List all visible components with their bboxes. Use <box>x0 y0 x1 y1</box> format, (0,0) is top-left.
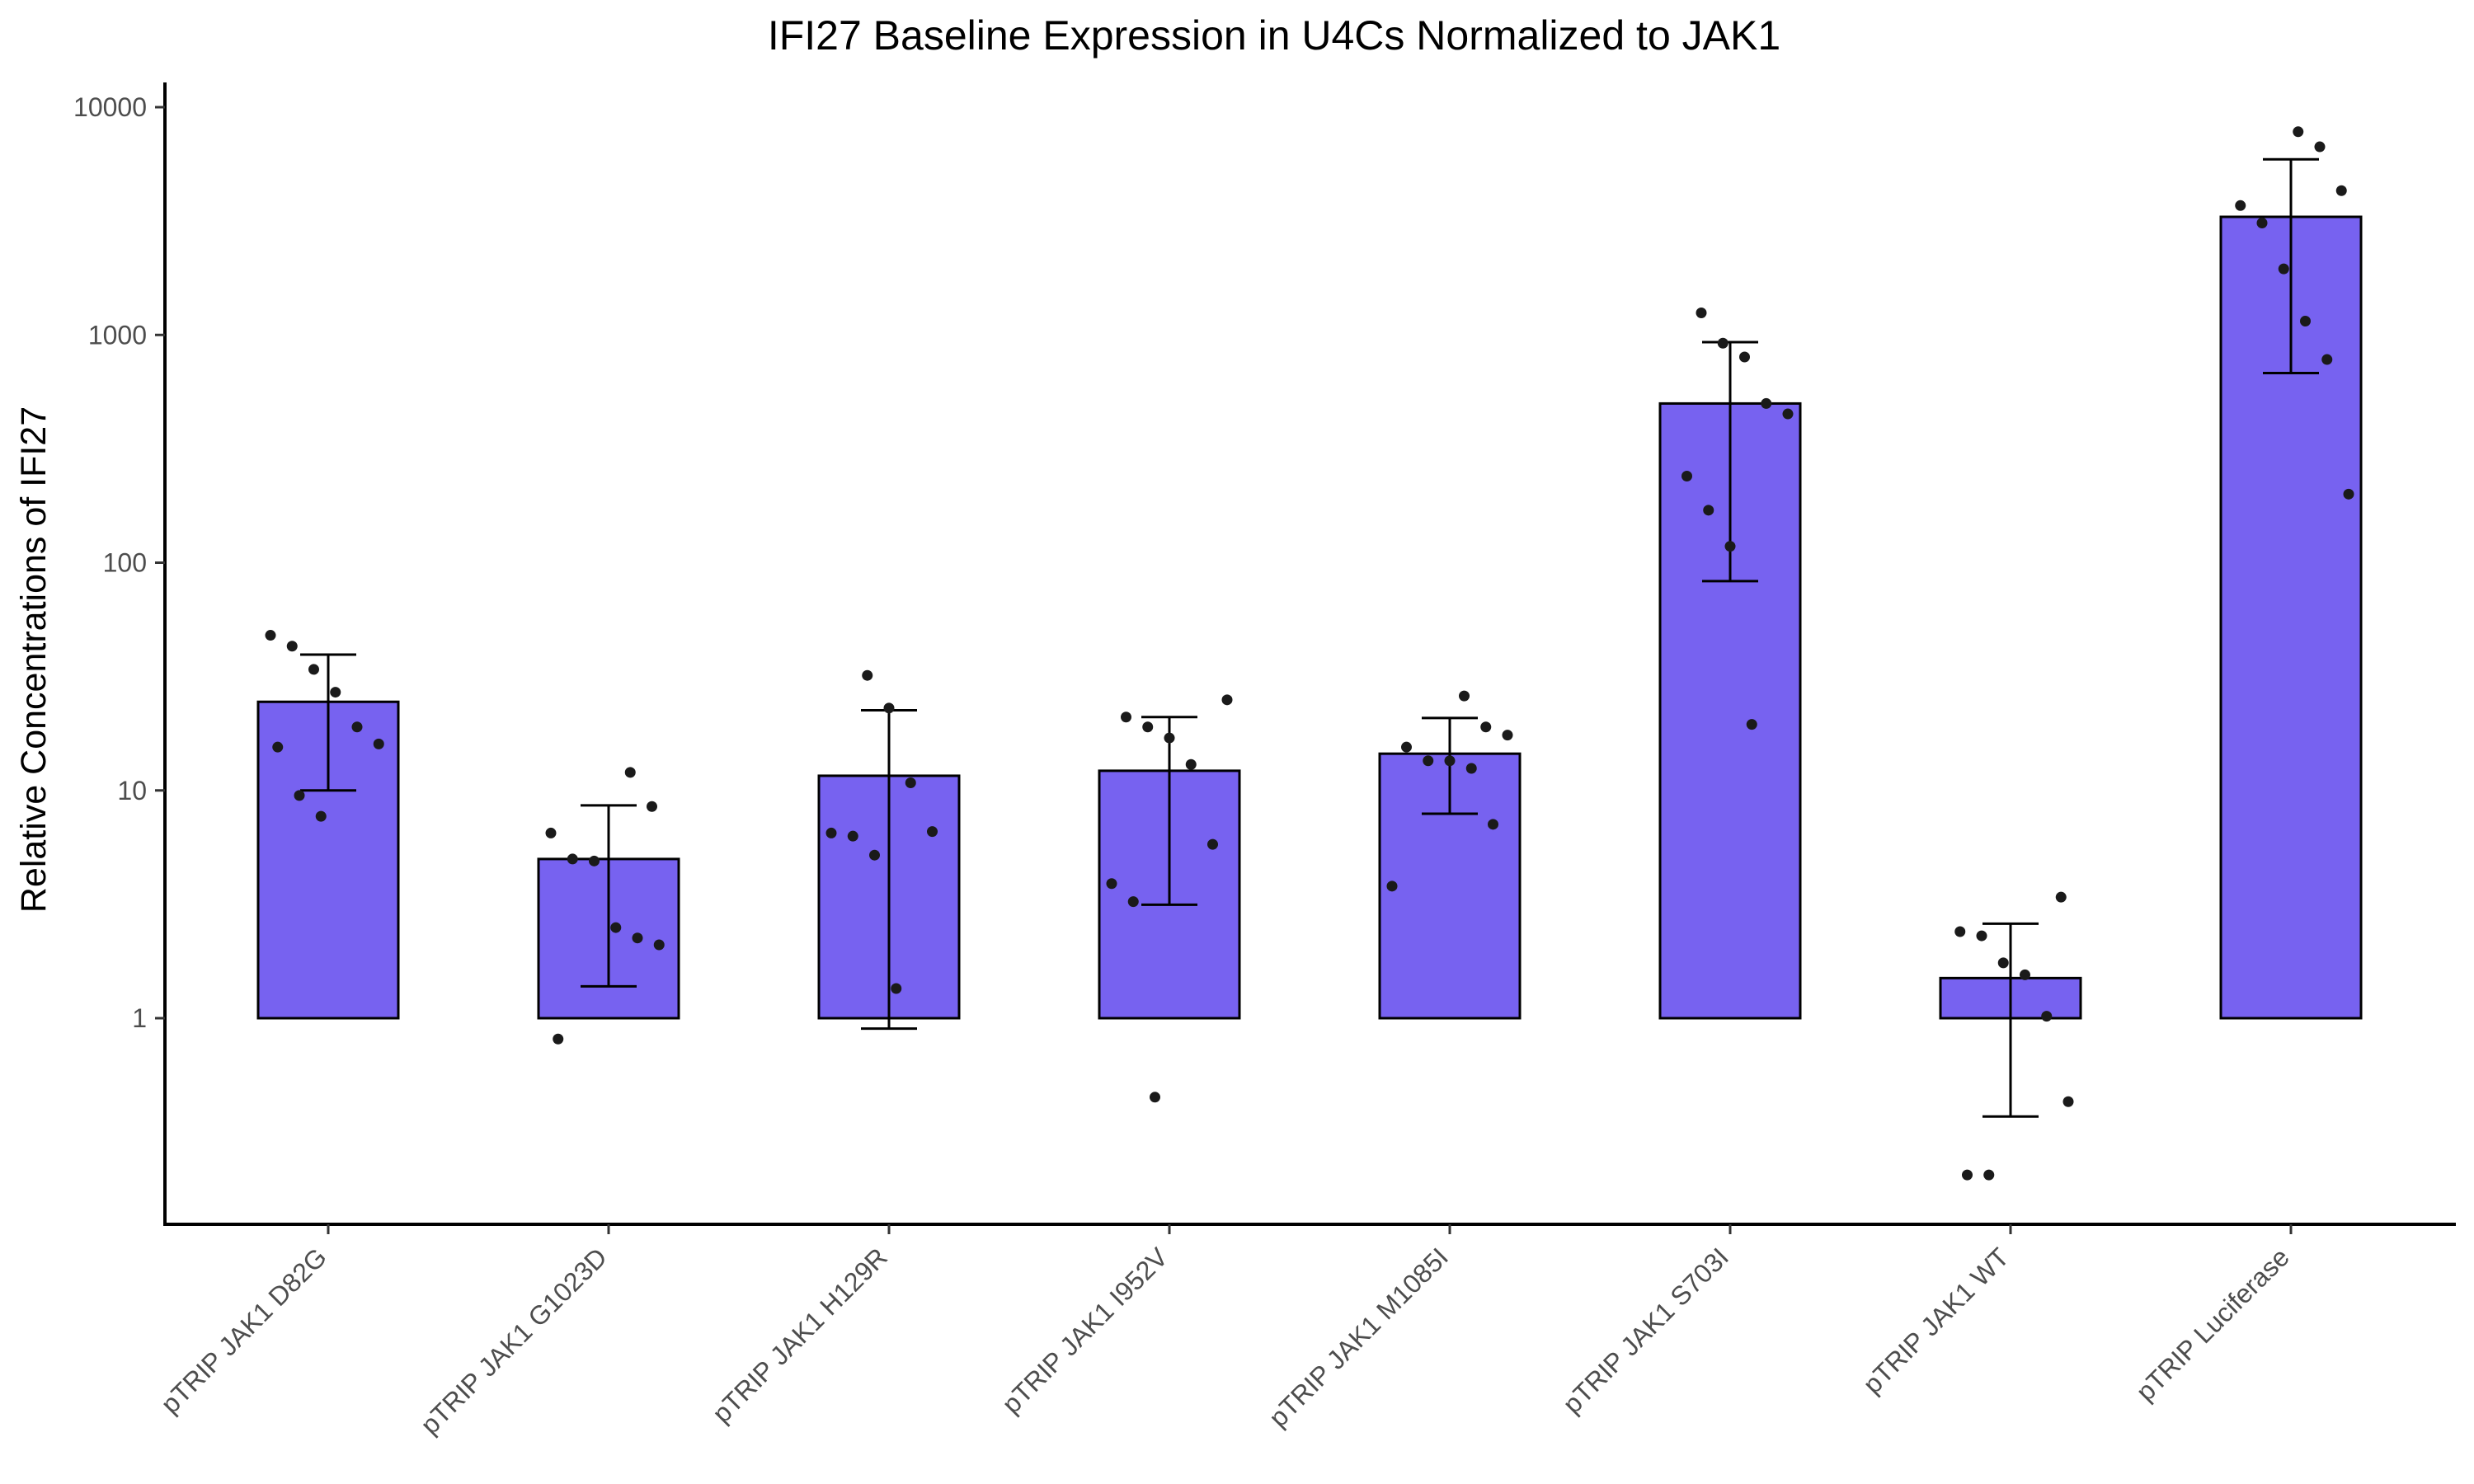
data-point <box>1717 337 1729 349</box>
data-point <box>2041 1011 2053 1022</box>
data-point <box>1954 926 1966 937</box>
data-point <box>567 853 578 865</box>
data-point <box>1681 470 1692 481</box>
data-point <box>653 939 665 951</box>
data-point <box>545 827 557 838</box>
data-point <box>286 641 298 652</box>
data-point <box>1221 694 1233 706</box>
data-point <box>1739 351 1750 363</box>
data-point <box>1386 881 1398 892</box>
x-axis-ticks: pTRIP JAK1 D82G pTRIP JAK1 G1023D pTRIP JA… <box>155 1224 2295 1440</box>
data-point <box>1962 1169 1973 1181</box>
data-point <box>1703 505 1714 516</box>
data-point <box>2300 315 2311 326</box>
data-point <box>2020 969 2030 980</box>
data-point <box>1142 721 1154 733</box>
data-point <box>825 827 837 838</box>
data-point <box>272 741 284 753</box>
data-point <box>308 664 319 675</box>
data-point <box>294 790 305 801</box>
data-point <box>330 687 341 698</box>
data-point <box>1106 878 1117 890</box>
data-point <box>1150 1092 1160 1103</box>
data-point <box>2321 354 2333 365</box>
data-point <box>589 855 600 866</box>
y-tick-label: 1000 <box>88 320 147 350</box>
data-point <box>862 669 873 681</box>
data-point <box>891 983 902 994</box>
data-point <box>847 830 858 842</box>
y-axis-ticks: 1 10 100 1000 10000 <box>73 92 165 1033</box>
data-point <box>1401 741 1412 753</box>
data-point <box>2278 263 2289 275</box>
data-point <box>2335 185 2347 196</box>
x-tick-label: pTRIP JAK1 WT <box>1857 1242 2015 1399</box>
data-point <box>1459 690 1470 702</box>
data-point <box>883 702 895 714</box>
data-point <box>1127 896 1139 908</box>
data-point <box>1782 408 1794 420</box>
data-point <box>373 738 384 749</box>
x-tick-label: pTRIP JAK1 D82G <box>155 1242 332 1419</box>
data-point <box>1121 711 1131 723</box>
data-point <box>2055 891 2067 903</box>
data-point <box>632 932 643 944</box>
bars <box>256 215 2363 1020</box>
data-point <box>265 630 276 641</box>
data-point <box>1423 755 1434 767</box>
data-point <box>1761 397 1772 409</box>
x-tick-label: pTRIP Luciferase <box>2130 1242 2295 1407</box>
data-point <box>1207 838 1218 850</box>
data-point <box>2062 1096 2074 1107</box>
x-tick-label: pTRIP JAK1 H129R <box>707 1242 893 1428</box>
data-point <box>1488 819 1498 830</box>
data-point <box>1480 721 1492 733</box>
y-tick-label: 10000 <box>73 92 147 122</box>
data-point <box>1983 1169 1995 1181</box>
data-point <box>1696 307 1707 318</box>
y-tick-label: 100 <box>103 548 147 578</box>
data-point <box>1502 730 1513 741</box>
data-point <box>1746 719 1757 730</box>
x-tick-label: pTRIP JAK1 I952V <box>996 1242 1174 1419</box>
data-point <box>1444 755 1456 767</box>
data-point <box>351 721 363 733</box>
data-point <box>1724 541 1736 552</box>
data-point <box>869 849 880 861</box>
data-point <box>2235 200 2246 211</box>
chart-title: IFI27 Baseline Expression in U4Cs Normal… <box>768 12 1780 59</box>
data-point <box>905 777 916 789</box>
data-points <box>265 126 2354 1181</box>
x-tick-label: pTRIP JAK1 M1085I <box>1263 1242 1454 1432</box>
data-point <box>2256 218 2268 229</box>
y-tick-label: 1 <box>132 1003 147 1033</box>
data-point <box>1185 758 1197 770</box>
data-point <box>1164 732 1175 744</box>
data-point <box>647 801 657 812</box>
data-point <box>2343 488 2354 500</box>
data-point <box>927 826 938 838</box>
x-tick-label: pTRIP JAK1 S703I <box>1557 1242 1734 1419</box>
data-point <box>624 767 636 778</box>
y-axis-label: Relative Concentrations of IFI27 <box>14 406 54 913</box>
y-tick-label: 10 <box>117 776 147 805</box>
error-bars <box>300 157 2319 1118</box>
data-point <box>1976 930 1987 942</box>
data-point <box>610 922 622 933</box>
data-point <box>2314 141 2326 153</box>
data-point <box>553 1033 564 1045</box>
x-tick-label: pTRIP JAK1 G1023D <box>415 1242 613 1439</box>
data-point <box>315 810 327 822</box>
data-point <box>1465 763 1477 774</box>
data-point <box>1997 957 2009 969</box>
data-point <box>2293 126 2304 138</box>
